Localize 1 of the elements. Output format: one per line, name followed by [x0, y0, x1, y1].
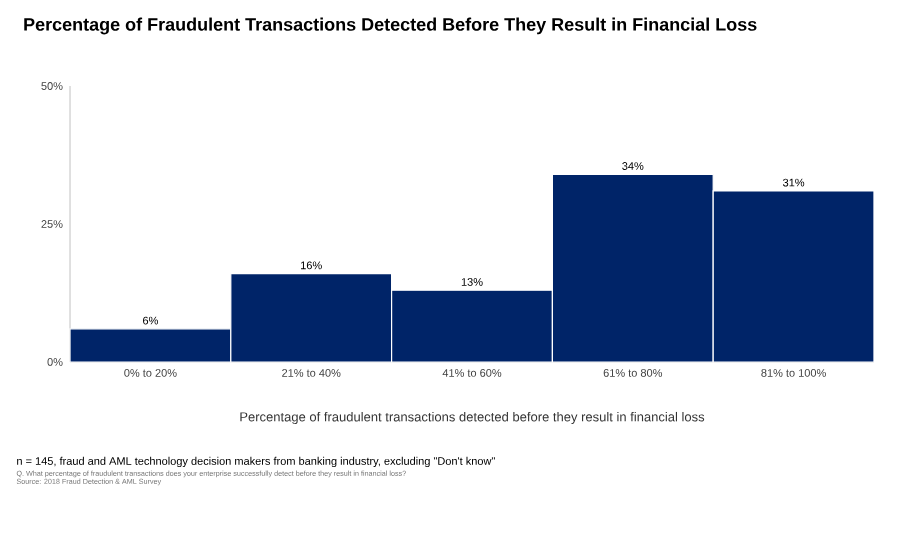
chart-title: Percentage of Fraudulent Transactions Detected Before They Result in Financial Loss [24, 17, 757, 35]
